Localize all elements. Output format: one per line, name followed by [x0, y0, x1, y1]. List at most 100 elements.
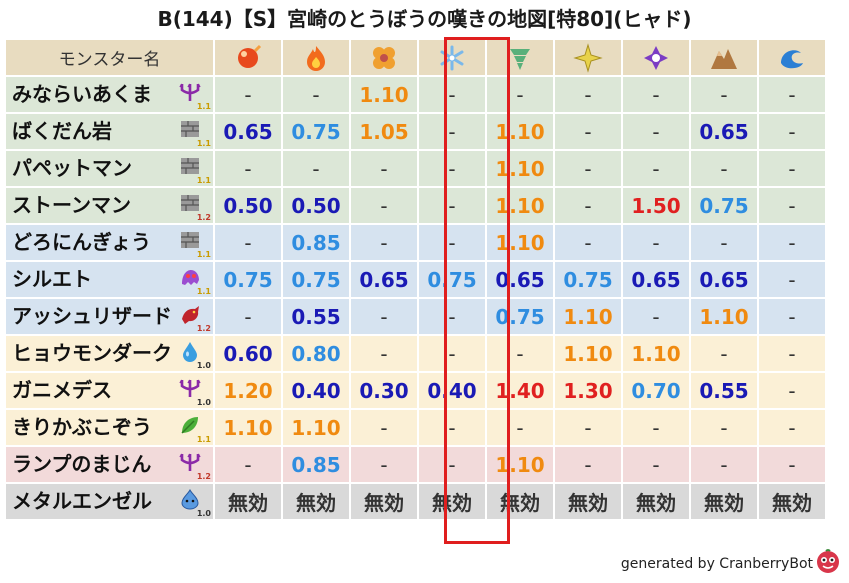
resistance-value: - — [555, 151, 621, 186]
fire-orb-icon — [238, 44, 262, 68]
table-row: ヒョウモンダーク 1.0 0.60 0.80- - -1.10 1.10- - — [6, 336, 825, 371]
resistance-value: - — [759, 410, 825, 445]
table-row: どろにんぎょう 1.1-0.85- -1.10- - - - — [6, 225, 825, 260]
wind-tornado-icon — [510, 48, 530, 70]
resistance-value: - — [419, 151, 485, 186]
monster-version-badge: 1.0 — [196, 398, 211, 407]
resistance-value: 無効 — [215, 484, 281, 519]
trident-icon — [179, 379, 201, 397]
highlight-column-frame — [444, 37, 510, 544]
resistance-value: - — [555, 410, 621, 445]
resistance-value: - — [623, 77, 689, 112]
resistance-value: 0.75 — [283, 262, 349, 297]
resistance-value: - — [759, 373, 825, 408]
resistance-value: - — [759, 225, 825, 260]
monster-cell: どろにんぎょう 1.1 — [6, 225, 213, 260]
resistance-value: - — [283, 151, 349, 186]
monster-name: アッシュリザード — [12, 304, 172, 328]
resistance-value: - — [419, 225, 485, 260]
monster-name: みならいあくま — [12, 82, 152, 106]
resistance-value: - — [351, 225, 417, 260]
resistance-table: モンスター名 みならいあくま 1.1- -1.10- - - - - - ばくだん岩 1.1 0.65… — [4, 38, 827, 521]
resistance-value: 0.40 — [283, 373, 349, 408]
monster-version-badge: 1.2 — [196, 324, 211, 333]
monster-version-badge: 1.2 — [196, 472, 211, 481]
monster-cell: きりかぶこぞう 1.1 — [6, 410, 213, 445]
resistance-value: - — [759, 114, 825, 149]
resistance-value: - — [623, 299, 689, 334]
monster-version-badge: 1.1 — [196, 287, 211, 296]
element-header-6 — [623, 40, 689, 75]
resistance-value: - — [691, 410, 757, 445]
monster-name: シルエト — [12, 267, 92, 291]
metal-slime-icon — [181, 488, 199, 510]
monster-cell: シルエト 1.1 — [6, 262, 213, 297]
resistance-value: 1.10 — [623, 336, 689, 371]
water-wave-icon — [781, 49, 803, 68]
resistance-value: - — [419, 410, 485, 445]
resistance-value: 0.50 — [283, 188, 349, 223]
header-row: モンスター名 — [6, 40, 825, 75]
page-title: B(144)【S】宮崎のとうぼうの嘆きの地図[特80](ヒャド) — [157, 7, 692, 31]
resistance-value: - — [555, 114, 621, 149]
monster-cell: ストーンマン 1.2 — [6, 188, 213, 223]
red-dragon-icon — [182, 306, 199, 324]
brick-wall-icon — [181, 121, 199, 137]
resistance-value: 1.10 — [555, 336, 621, 371]
element-header-1 — [283, 40, 349, 75]
table-row: メタルエンゼル 1.0 無効 無効 無効 無効 無効 無効 無効 無効 無効 — [6, 484, 825, 519]
resistance-value: 無効 — [691, 484, 757, 519]
resistance-value: - — [623, 225, 689, 260]
monster-name: メタルエンゼル — [12, 489, 152, 513]
resistance-value: 0.55 — [283, 299, 349, 334]
resistance-value: - — [759, 188, 825, 223]
monster-name: ガニメデス — [12, 378, 112, 402]
earth-rock-icon — [711, 48, 737, 69]
resistance-value: 0.65 — [487, 262, 553, 297]
monster-cell: ランプのまじん 1.2 — [6, 447, 213, 482]
resistance-value: 1.10 — [215, 410, 281, 445]
monster-cell: アッシュリザード 1.2 — [6, 299, 213, 334]
resistance-value: - — [623, 114, 689, 149]
table-row: きりかぶこぞう 1.1 1.10 1.10- - - - - - - — [6, 410, 825, 445]
resistance-value: - — [623, 410, 689, 445]
resistance-value: - — [215, 299, 281, 334]
monster-cell: ガニメデス 1.0 — [6, 373, 213, 408]
resistance-value: 無効 — [283, 484, 349, 519]
table-row: ばくだん岩 1.1 0.65 0.75 1.05-1.10- -0.65- — [6, 114, 825, 149]
lightning-burst-icon — [573, 42, 603, 73]
resistance-value: 無効 — [555, 484, 621, 519]
trident-icon — [179, 453, 201, 471]
resistance-value: - — [691, 225, 757, 260]
monster-name: どろにんぎょう — [12, 230, 151, 254]
resistance-value: 1.40 — [487, 373, 553, 408]
monster-cell: みならいあくま 1.1 — [6, 77, 213, 112]
monster-version-badge: 1.1 — [196, 435, 211, 444]
cranberry-bot-icon — [817, 549, 839, 573]
table-row: アッシュリザード 1.2-0.55- -0.75 1.10-1.10- — [6, 299, 825, 334]
monster-name: ランプのまじん — [12, 452, 152, 476]
header-label: モンスター名 — [58, 50, 161, 70]
table-row: みならいあくま 1.1- -1.10- - - - - - — [6, 77, 825, 112]
header-name-cell: モンスター名 — [6, 40, 213, 75]
brick-wall-icon — [181, 195, 199, 211]
resistance-value: 1.50 — [623, 188, 689, 223]
monster-name: ばくだん岩 — [12, 119, 112, 143]
resistance-value: - — [419, 77, 485, 112]
resistance-value: 1.10 — [487, 447, 553, 482]
resistance-value: 0.65 — [691, 114, 757, 149]
resistance-value: 0.30 — [351, 373, 417, 408]
table-row: ストーンマン 1.2 0.50 0.50- -1.10-1.50 0.75- — [6, 188, 825, 223]
resistance-value: 0.65 — [215, 114, 281, 149]
resistance-value: - — [691, 151, 757, 186]
monster-version-badge: 1.2 — [196, 213, 211, 222]
resistance-value: - — [759, 336, 825, 371]
resistance-value: - — [759, 299, 825, 334]
resistance-value: 0.85 — [283, 225, 349, 260]
monster-name: ヒョウモンダーク — [12, 341, 172, 365]
resistance-value: 0.75 — [555, 262, 621, 297]
resistance-value: 1.10 — [555, 299, 621, 334]
resistance-value: 1.10 — [487, 188, 553, 223]
resistance-value: - — [419, 447, 485, 482]
table-row: ガニメデス 1.0 1.20 0.40 0.30 0.40 1.40 1.30 0.70 0.55… — [6, 373, 825, 408]
